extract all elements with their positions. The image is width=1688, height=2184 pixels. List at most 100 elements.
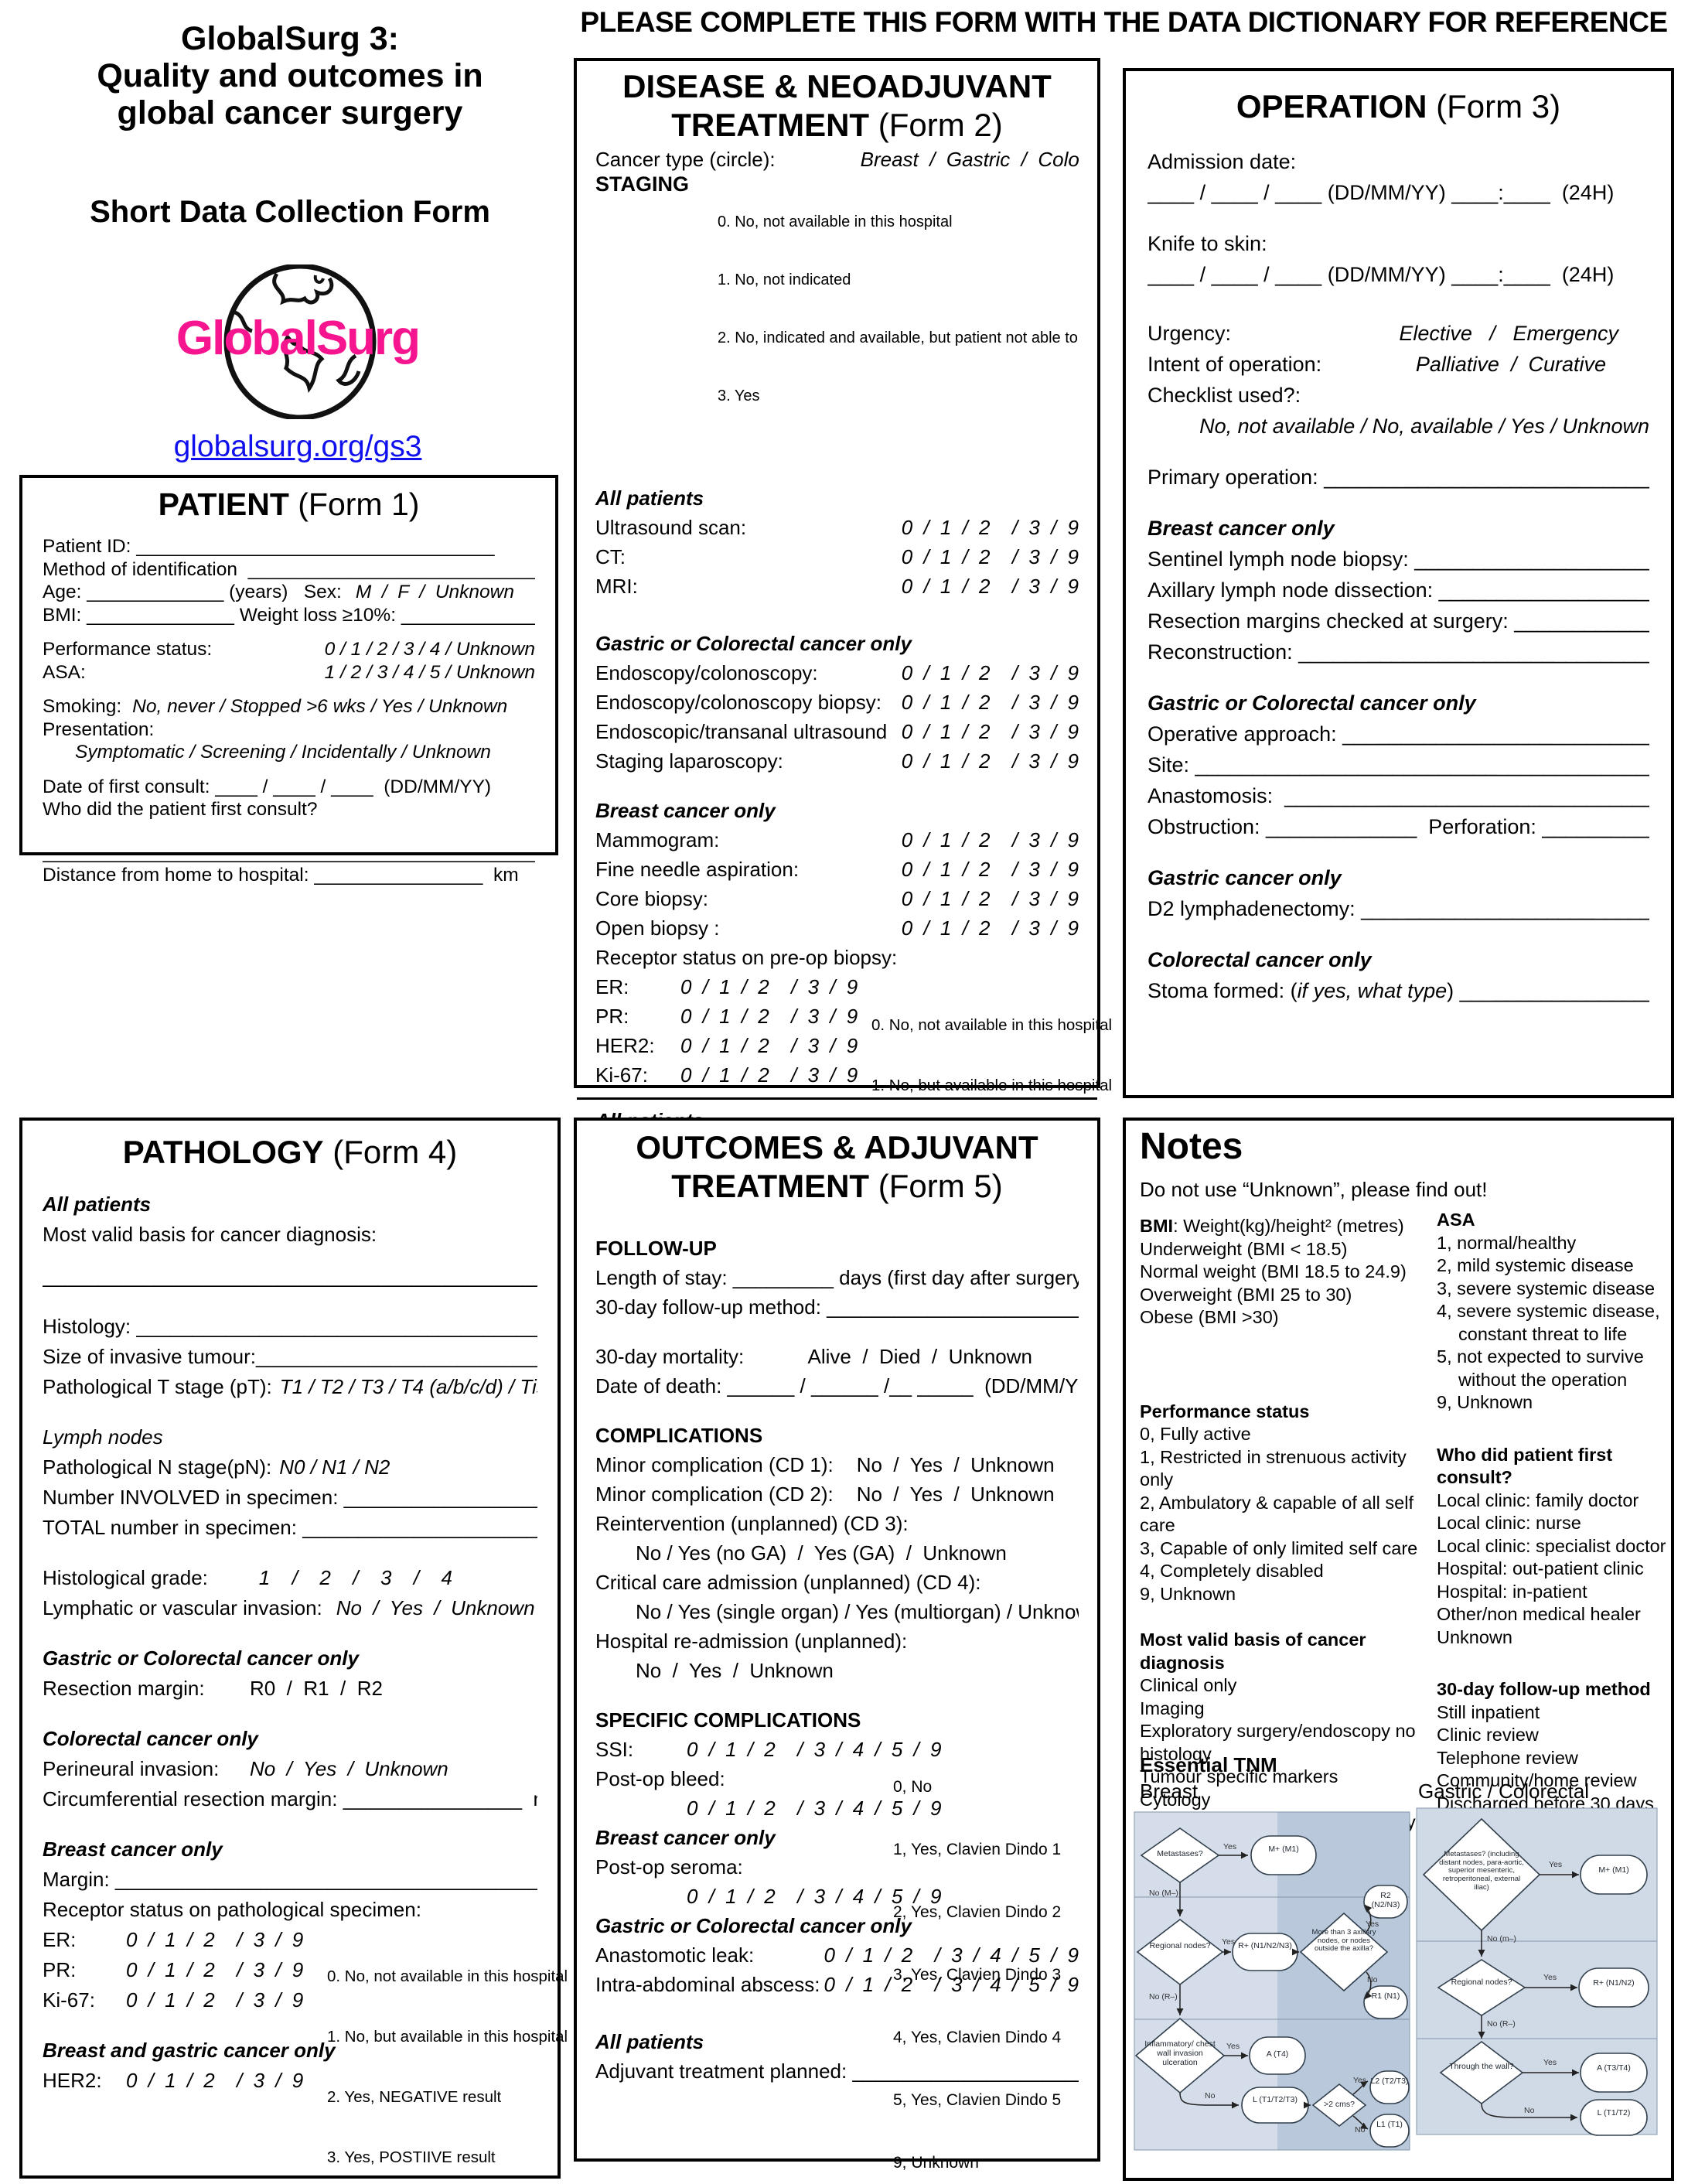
- breast-yes5-edge: Yes: [1353, 2076, 1367, 2085]
- asa-options: 1 / 2 / 3 / 4 / 5 / Unknown: [324, 661, 535, 683]
- breast-no5-edge: No: [1355, 2125, 1366, 2135]
- disease-form-panel: DISEASE & NEOADJUVANT TREATMENT (Form 2)…: [574, 58, 1113, 1275]
- lvi-label: Lymphatic or vascular invasion:: [43, 1596, 322, 1619]
- grade-label: Histological grade:: [43, 1566, 208, 1589]
- form3-title-main: OPERATION: [1236, 88, 1427, 125]
- globalsurg-link[interactable]: globalsurg.org/gs3: [173, 430, 422, 463]
- form2-breast-header: Breast cancer only: [595, 799, 776, 822]
- staging-laparoscopy-line: Staging laparoscopy: 0 / 1 / 2 / 3 / 9: [595, 746, 1079, 776]
- form1-title: PATIENT (Form 1): [43, 481, 535, 527]
- breast-flowchart-graphic: [1134, 1811, 1410, 2151]
- path-her2-line: HER2: 0 / 1 / 2 / 3 / 9: [43, 2066, 537, 2096]
- complications-header: COMPLICATIONS: [595, 1424, 763, 1447]
- open-biopsy-options: 0 / 1 / 2 / 3 / 9: [901, 916, 1079, 940]
- perf-item-0: 0, Fully active: [1140, 1424, 1251, 1444]
- length-of-stay-line: Length of stay: _________ days (first da…: [595, 1266, 1079, 1289]
- margin-line: Margin: ________________________________…: [43, 1868, 537, 1891]
- path-er-options: 0 / 1 / 2 / 3 / 9: [126, 1928, 304, 1951]
- er-options: 0 / 1 / 2 / 3 / 9: [680, 975, 858, 998]
- ki67-line: Ki-67: 0 / 1 / 2 / 3 / 9: [595, 1060, 1079, 1090]
- cancer-type-label: Cancer type (circle):: [595, 148, 776, 171]
- urgency-line: Urgency: Elective / Emergency: [1147, 318, 1649, 349]
- distance-line: Distance from home to hospital: ________…: [43, 865, 519, 886]
- breast-no-r-edge: No (R–): [1149, 1992, 1178, 2001]
- clavien-4: 4, Yes, Clavien Dindo 4: [893, 2029, 1062, 2046]
- resection-margin-line: Resection margin: R0 / R1 / R2: [43, 1674, 537, 1704]
- path-ki67-options: 0 / 1 / 2 / 3 / 9: [126, 1988, 304, 2012]
- anastomosis-line: Anastomosis: ___________________________…: [1147, 784, 1649, 807]
- specific-complications-header: SPECIFIC COMPLICATIONS: [595, 1708, 861, 1732]
- presentation-options: Symptomatic / Screening / Incidentally /…: [75, 742, 491, 763]
- masthead-title-line1: GlobalSurg 3:: [181, 20, 399, 57]
- ssi-options: 0 / 1 / 2 / 3 / 4 / 5 / 9: [687, 1738, 942, 1761]
- masthead-subtitle: Short Data Collection Form: [90, 195, 490, 229]
- form2-title-line2: TREATMENT: [671, 107, 870, 143]
- bmi-definition: BMI: Weight(kg)/height² (metres): [1140, 1215, 1441, 1238]
- fna-line: Fine needle aspiration: 0 / 1 / 2 / 3 / 9: [595, 855, 1079, 884]
- ssi-line: SSI: 0 / 1 / 2 / 3 / 4 / 5 / 9: [595, 1735, 1079, 1764]
- postop-bleed-label: Post-op bleed:: [595, 1767, 725, 1790]
- gc-yes2-edge: Yes: [1543, 1973, 1557, 1982]
- anastomotic-leak-label: Anastomotic leak:: [595, 1943, 755, 1967]
- asa-item-3: 4, severe systemic disease,: [1437, 1301, 1660, 1321]
- grade-options: 1 / 2 / 3 / 4: [258, 1566, 452, 1589]
- breast-no4-edge: No: [1205, 2091, 1216, 2100]
- basis-label: Most valid basis for cancer diagnosis:: [43, 1223, 377, 1246]
- receptor-path-label: Receptor status on pathological specimen…: [43, 1898, 421, 1921]
- lvi-line: Lymphatic or vascular invasion: No / Yes …: [43, 1593, 537, 1623]
- website-link-row: globalsurg.org/gs3: [23, 430, 572, 464]
- basis-item-2: Exploratory surgery/endoscopy no histolo…: [1140, 1721, 1416, 1764]
- gc-tnm-flowchart: Metastases? (including distant nodes, pa…: [1416, 1807, 1658, 2136]
- path-er-label: ER:: [43, 1928, 77, 1951]
- stoma-label: Stoma formed: (: [1147, 979, 1298, 1002]
- patient-id-line: Patient ID: ____________________________…: [43, 536, 495, 557]
- asa-item-0: 1, normal/healthy: [1437, 1232, 1577, 1253]
- notes-intro: Do not use “Unknown”, please find out!: [1140, 1178, 1488, 1201]
- form4-title: PATHOLOGY (Form 4): [43, 1127, 537, 1178]
- ki67-label: Ki-67:: [595, 1063, 648, 1087]
- form3-colorectal-header: Colorectal cancer only: [1147, 948, 1372, 971]
- asa-item-5: 5, not expected to survive: [1437, 1346, 1644, 1367]
- fna-label: Fine needle aspiration:: [595, 858, 800, 881]
- gc-m-node: M+ (M1): [1598, 1865, 1629, 1875]
- staging-legend-0: 0. No, not available in this hospital: [718, 213, 953, 230]
- clavien-3: 3, Yes, Clavien Dindo 3: [893, 1966, 1062, 1984]
- cd1-label: Minor complication (CD 1):: [595, 1453, 834, 1476]
- smoking-options: No, never / Stopped >6 wks / Yes / Unkno…: [132, 696, 508, 717]
- reconstruction-line: Reconstruction: ________________________…: [1147, 640, 1649, 664]
- smoking-line: Smoking: No, never / Stopped >6 wks / Yes…: [43, 695, 535, 718]
- breast-r-node: R+ (N1/N2/N3): [1238, 1941, 1292, 1950]
- basis-notes-title: Most valid basis of cancer diagnosis: [1140, 1629, 1366, 1673]
- adjuvant-line: Adjuvant treatment planned: ____________…: [595, 2059, 1079, 2083]
- core-biopsy-label: Core biopsy:: [595, 887, 708, 910]
- tumour-size-line: Size of invasive tumour:________________…: [43, 1345, 537, 1368]
- pt-stage-label: Pathological T stage (pT):: [43, 1375, 272, 1398]
- pn-stage-label: Pathological N stage(pN):: [43, 1455, 272, 1479]
- asa-item-2: 3, severe systemic disease: [1437, 1278, 1656, 1298]
- who-first-consult-blank: ________________________________________…: [43, 841, 535, 863]
- gc-regional-diamond: Regional nodes?: [1451, 1978, 1512, 1987]
- breast-yes1-edge: Yes: [1223, 1842, 1237, 1851]
- receptor-preop-label: Receptor status on pre-op biopsy:: [595, 946, 898, 969]
- mammogram-line: Mammogram: 0 / 1 / 2 / 3 / 9: [595, 825, 1079, 855]
- pr-line: PR: 0 / 1 / 2 / 3 / 9: [595, 1002, 1079, 1031]
- er-line: ER: 0 / 1 / 2 / 3 / 9: [595, 972, 1079, 1002]
- form4-all-patients-header: All patients: [43, 1193, 152, 1216]
- form5-title-suffix: (Form 5): [869, 1168, 1003, 1204]
- receptor-legend-0: 0. No, not available in this hospital: [871, 1016, 1113, 1034]
- fna-options: 0 / 1 / 2 / 3 / 9: [901, 858, 1079, 881]
- consult-item-3: Hospital: out-patient clinic: [1437, 1558, 1644, 1578]
- endoscopy-biopsy-label: Endoscopy/colonoscopy biopsy:: [595, 691, 882, 714]
- gc-wall-diamond: Through the wall?: [1449, 2062, 1514, 2071]
- cd4-label-line: Critical care admission (unplanned) (CD …: [595, 1571, 981, 1594]
- breast-a-node: A (T4): [1266, 2049, 1289, 2059]
- form4-gc-header: Gastric or Colorectal cancer only: [43, 1647, 359, 1670]
- form4-title-main: PATHOLOGY: [122, 1134, 324, 1170]
- form4-colorectal-header: Colorectal cancer only: [43, 1727, 258, 1750]
- clavien-0: 0, No: [893, 1778, 933, 1796]
- grade-line: Histological grade: 1 / 2 / 3 / 4: [43, 1563, 537, 1593]
- pn-stage-line: Pathological N stage(pN): N0 / N1 / N2: [43, 1452, 537, 1483]
- perf-item-5: 9, Unknown: [1140, 1583, 1236, 1604]
- consult-item-2: Local clinic: specialist doctor: [1437, 1535, 1666, 1556]
